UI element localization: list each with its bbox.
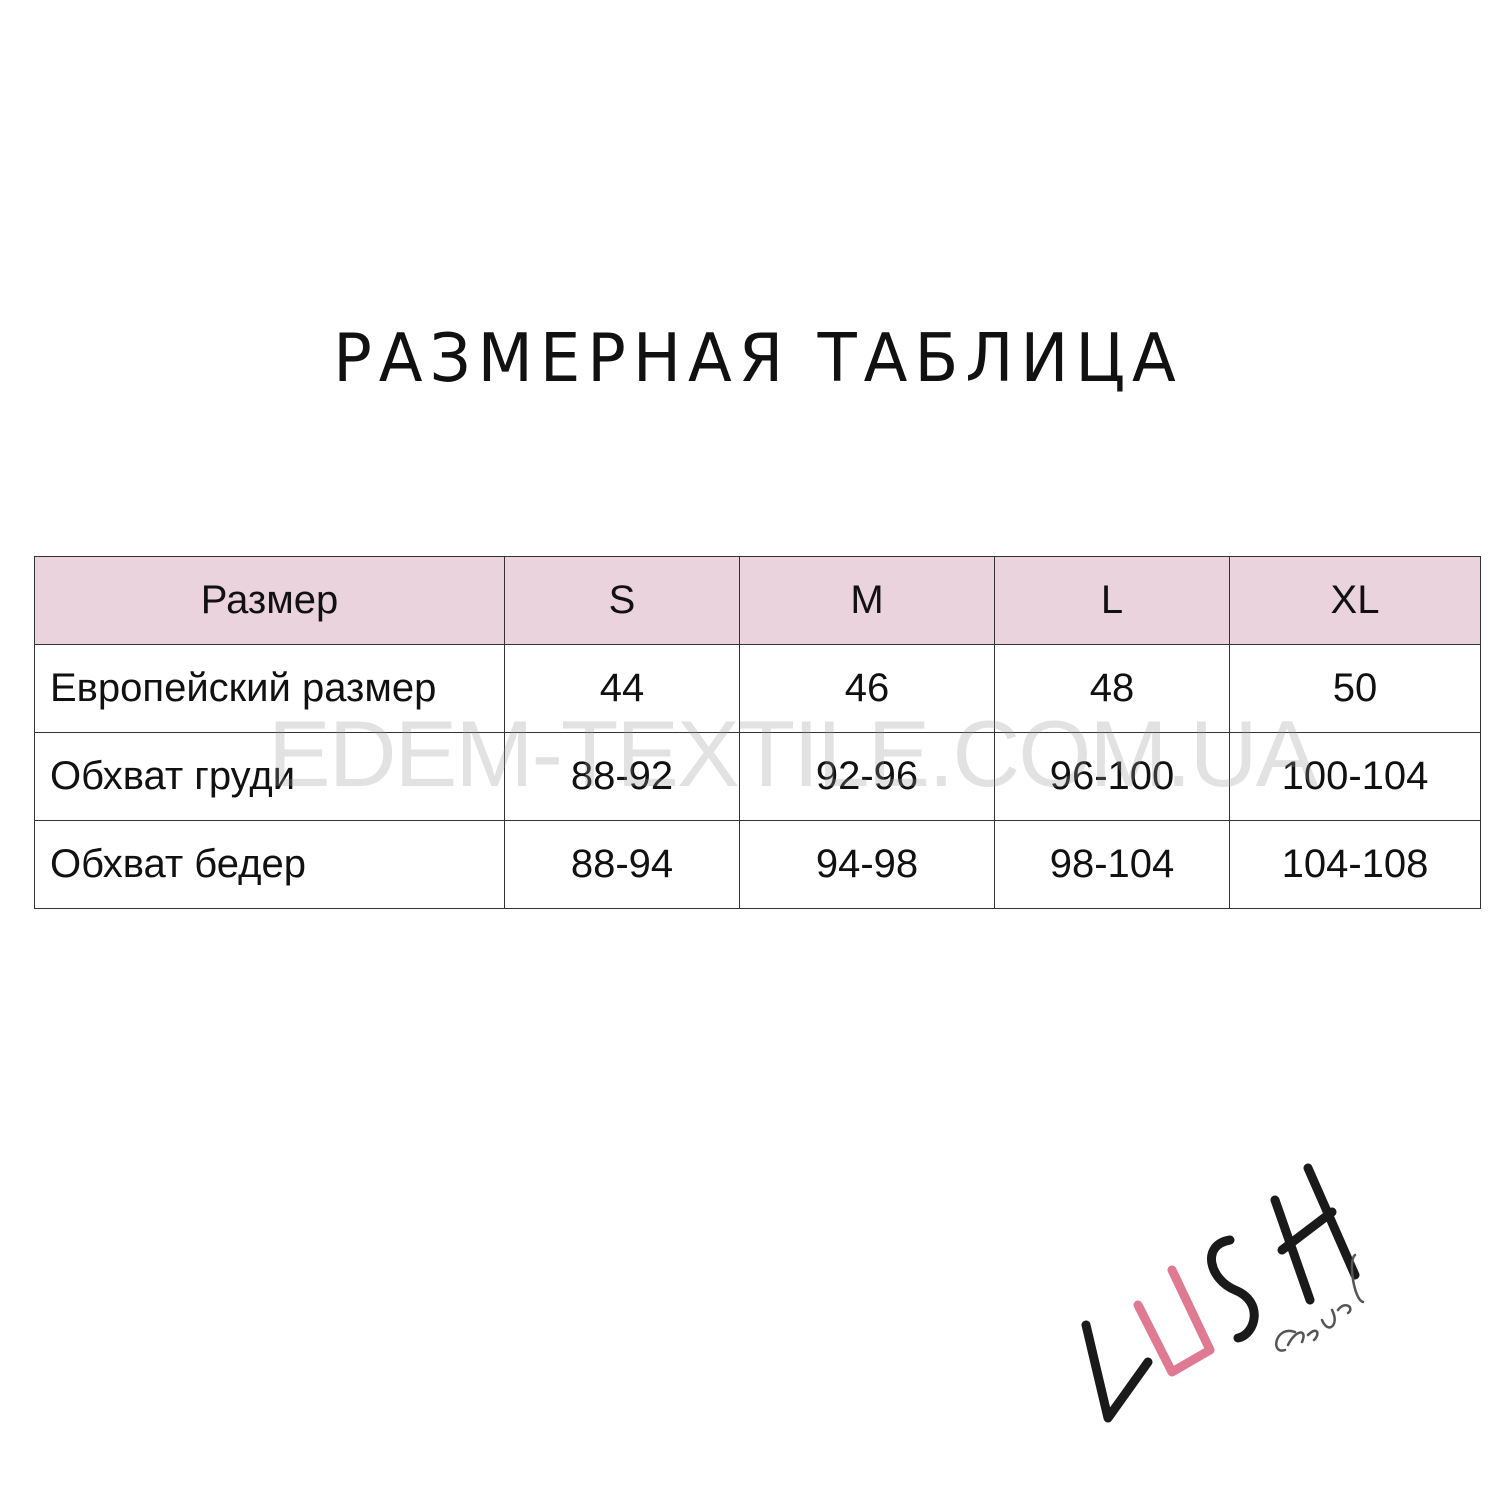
table-header-row: Размер S M L XL (34, 556, 1481, 645)
row-label: Обхват груди (34, 732, 505, 821)
page-title: РАЗМЕРНАЯ ТАБЛИЦА (333, 320, 1183, 398)
table-cell: 88-92 (504, 732, 740, 821)
table-cell: 100-104 (1229, 732, 1481, 821)
size-table: Размер S M L XL Европейский размер 44 46… (34, 556, 1481, 909)
header-cell: S (504, 556, 740, 645)
table-cell: 88-94 (504, 820, 740, 909)
logo-letter-s (1207, 1235, 1259, 1343)
logo-letter-l (1081, 1320, 1153, 1423)
logo-letter-h (1270, 1163, 1360, 1305)
row-label: Европейский размер (34, 644, 505, 733)
header-cell: XL (1229, 556, 1481, 645)
header-cell: M (739, 556, 995, 645)
header-cell: L (994, 556, 1230, 645)
table-cell: 48 (994, 644, 1230, 733)
table-cell: 96-100 (994, 732, 1230, 821)
table-cell: 98-104 (994, 820, 1230, 909)
table-row: Европейский размер 44 46 48 50 (34, 644, 1481, 733)
logo-casual-script (1275, 1253, 1365, 1352)
brand-logo (1081, 1163, 1365, 1423)
table-row: Обхват бедер 88-94 94-98 98-104 104-108 (34, 820, 1481, 909)
table-cell: 94-98 (739, 820, 995, 909)
row-label: Обхват бедер (34, 820, 505, 909)
table-cell: 104-108 (1229, 820, 1481, 909)
table-cell: 50 (1229, 644, 1481, 733)
header-cell: Размер (34, 556, 505, 645)
table-cell: 92-96 (739, 732, 995, 821)
table-cell: 46 (739, 644, 995, 733)
table-cell: 44 (504, 644, 740, 733)
logo-letter-u (1133, 1265, 1215, 1377)
table-row: Обхват груди 88-92 92-96 96-100 100-104 (34, 732, 1481, 821)
